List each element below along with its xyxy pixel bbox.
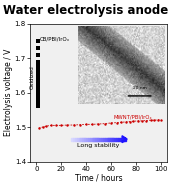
- FancyArrow shape: [82, 138, 85, 141]
- FancyArrow shape: [97, 138, 99, 141]
- Point: [36, 74, 39, 77]
- Text: Oxidized: Oxidized: [29, 65, 34, 89]
- FancyArrow shape: [99, 138, 101, 141]
- FancyArrow shape: [112, 138, 114, 141]
- Point: [124, 120, 127, 123]
- FancyArrow shape: [118, 138, 120, 141]
- Point: [132, 120, 135, 123]
- FancyArrow shape: [116, 138, 118, 141]
- Point: [159, 118, 162, 121]
- Point: [157, 118, 159, 121]
- FancyArrow shape: [105, 138, 107, 141]
- Point: [36, 89, 39, 92]
- Point: [36, 93, 39, 96]
- Text: CB/PBI/IrOₓ: CB/PBI/IrOₓ: [39, 37, 70, 42]
- Point: [116, 121, 119, 124]
- Point: [36, 101, 39, 105]
- Point: [36, 46, 39, 49]
- FancyArrow shape: [123, 138, 126, 141]
- Point: [41, 125, 44, 129]
- Text: Water electrolysis anode: Water electrolysis anode: [3, 4, 169, 17]
- FancyArrow shape: [103, 138, 105, 141]
- Point: [36, 77, 39, 80]
- FancyArrow shape: [73, 138, 75, 141]
- Point: [120, 121, 122, 124]
- FancyArrow shape: [75, 138, 77, 141]
- Point: [36, 105, 39, 108]
- Point: [36, 64, 39, 67]
- FancyArrow shape: [120, 138, 122, 141]
- Point: [55, 124, 58, 127]
- Text: Long stability: Long stability: [77, 143, 120, 148]
- Point: [149, 119, 152, 122]
- Point: [45, 125, 48, 128]
- Point: [97, 122, 100, 125]
- FancyArrow shape: [106, 138, 109, 141]
- Point: [128, 120, 131, 123]
- Point: [60, 124, 63, 127]
- Point: [36, 98, 39, 101]
- FancyArrow shape: [90, 138, 92, 141]
- Point: [36, 94, 39, 98]
- FancyArrow shape: [108, 138, 111, 141]
- Point: [36, 96, 39, 99]
- Point: [36, 70, 39, 73]
- FancyArrow shape: [80, 138, 83, 141]
- FancyArrow shape: [94, 138, 96, 141]
- FancyArrow shape: [121, 138, 124, 141]
- Point: [36, 60, 39, 63]
- FancyArrow shape: [77, 138, 79, 141]
- Point: [50, 124, 53, 127]
- FancyArrow shape: [110, 138, 112, 141]
- Point: [66, 124, 69, 127]
- Point: [36, 100, 39, 103]
- Text: MWNT/PBI/IrOₓ: MWNT/PBI/IrOₓ: [113, 114, 152, 119]
- Point: [36, 39, 39, 42]
- Point: [137, 119, 140, 122]
- Point: [36, 91, 39, 94]
- Y-axis label: Electrolysis voltage / V: Electrolysis voltage / V: [4, 49, 13, 136]
- Point: [36, 103, 39, 106]
- Point: [72, 124, 75, 127]
- FancyArrow shape: [101, 138, 103, 141]
- FancyArrow shape: [122, 136, 127, 143]
- Point: [110, 122, 112, 125]
- FancyArrow shape: [71, 138, 73, 141]
- Point: [36, 53, 39, 56]
- Point: [36, 81, 39, 84]
- Point: [36, 88, 39, 91]
- FancyArrow shape: [79, 138, 81, 141]
- FancyArrow shape: [84, 138, 86, 141]
- Point: [36, 67, 39, 70]
- Point: [103, 122, 106, 125]
- Point: [91, 123, 94, 126]
- X-axis label: Time / hours: Time / hours: [75, 173, 122, 182]
- FancyArrow shape: [88, 138, 90, 141]
- Point: [144, 119, 147, 122]
- Point: [78, 123, 81, 126]
- Point: [153, 119, 156, 122]
- FancyArrow shape: [86, 138, 88, 141]
- Point: [85, 123, 87, 126]
- Point: [36, 84, 39, 87]
- Point: [37, 127, 40, 130]
- Point: [141, 119, 143, 122]
- FancyArrow shape: [114, 138, 116, 141]
- FancyArrow shape: [95, 138, 98, 141]
- FancyArrow shape: [92, 138, 94, 141]
